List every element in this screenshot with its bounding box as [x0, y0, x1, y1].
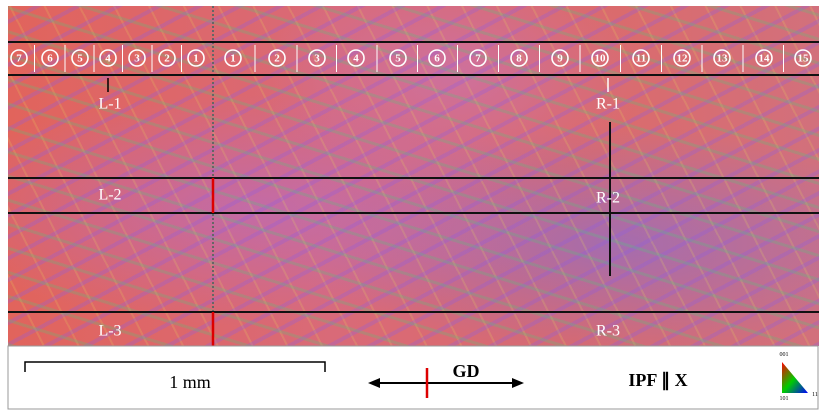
- ipf-corner: 001: [780, 352, 789, 358]
- marker-label: 6: [47, 53, 53, 65]
- marker-label: 12: [677, 53, 689, 65]
- marker-label: 15: [798, 53, 810, 65]
- ipf-corner: 101: [780, 396, 789, 402]
- marker-label: 2: [164, 53, 170, 65]
- region-label: L-2: [98, 187, 121, 204]
- ipf-label: IPF ∥ X: [628, 370, 687, 391]
- region-label: R-3: [596, 323, 620, 340]
- marker-label: 6: [434, 53, 440, 65]
- marker-label: 4: [353, 53, 359, 65]
- figure: 1 mm GD IPF ∥ X 001 101 11 7654321123456…: [0, 0, 819, 410]
- region-label: L-3: [98, 323, 121, 340]
- scale-label: 1 mm: [169, 372, 211, 392]
- marker-label: 5: [395, 53, 401, 65]
- region-label: R-2: [596, 190, 620, 207]
- marker-label: 7: [475, 53, 481, 65]
- marker-label: 9: [557, 53, 563, 65]
- marker-label: 10: [595, 53, 607, 65]
- marker-label: 3: [134, 53, 140, 65]
- section-lines: [8, 42, 819, 312]
- marker-label: 14: [759, 53, 771, 65]
- region-label: R-1: [596, 96, 620, 113]
- gd-label: GD: [453, 361, 480, 381]
- legend-panel: [8, 346, 818, 409]
- region-label: L-1: [98, 96, 121, 113]
- marker-label: 11: [636, 53, 646, 65]
- marker-label: 3: [314, 53, 320, 65]
- ipf-corner: 11: [812, 392, 818, 398]
- marker-label: 1: [193, 53, 199, 65]
- marker-label: 8: [516, 53, 522, 65]
- overlay: 1 mm GD IPF ∥ X 001 101 11 7654321123456…: [0, 0, 819, 410]
- marker-label: 1: [230, 53, 236, 65]
- marker-label: 7: [16, 53, 22, 65]
- marker-label: 13: [717, 53, 729, 65]
- marker-label: 5: [77, 53, 83, 65]
- marker-label: 4: [105, 53, 111, 65]
- marker-label: 2: [274, 53, 280, 65]
